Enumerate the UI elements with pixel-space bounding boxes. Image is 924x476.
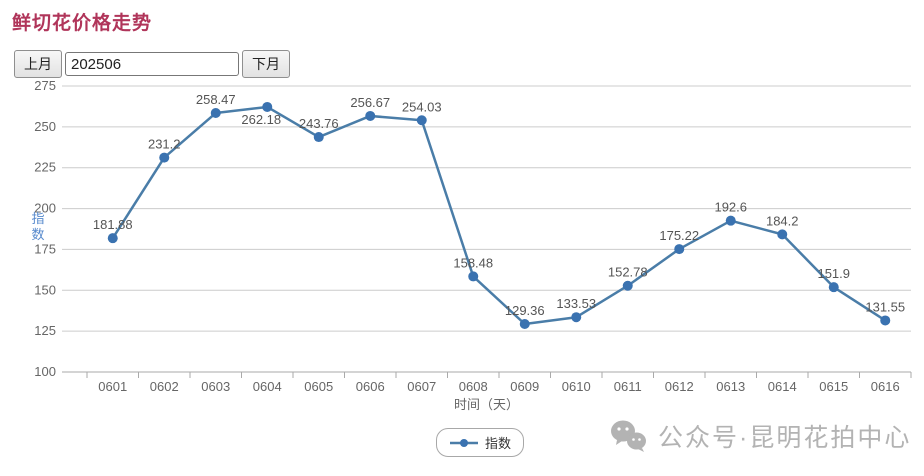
data-point-label: 133.53 bbox=[556, 296, 596, 311]
data-point-label: 254.03 bbox=[402, 99, 442, 114]
trend-line bbox=[111, 105, 886, 326]
y-tick-label: 100 bbox=[34, 364, 56, 379]
y-tick-label: 200 bbox=[34, 201, 56, 216]
data-point[interactable] bbox=[262, 101, 273, 112]
y-tick-label: 225 bbox=[34, 160, 56, 175]
y-tick-label: 250 bbox=[34, 119, 56, 134]
x-axis-label: 时间（天） bbox=[454, 397, 519, 412]
data-point-label: 184.2 bbox=[766, 213, 799, 228]
x-tick-label: 0602 bbox=[150, 379, 179, 394]
y-axis-label: 指 bbox=[31, 211, 44, 226]
data-point-label: 181.88 bbox=[93, 217, 133, 232]
data-point[interactable] bbox=[880, 315, 891, 326]
data-point-label: 192.6 bbox=[714, 200, 747, 215]
x-tick-label: 0614 bbox=[768, 379, 797, 394]
x-tick-label: 0606 bbox=[356, 379, 385, 394]
data-point[interactable] bbox=[571, 312, 582, 323]
x-tick-label: 0616 bbox=[871, 379, 900, 394]
watermark: 公众号·昆明花拍中心 bbox=[608, 418, 911, 454]
x-tick-label: 0609 bbox=[510, 379, 539, 394]
x-tick-label: 0615 bbox=[819, 379, 848, 394]
data-point[interactable] bbox=[159, 152, 170, 163]
y-tick-label: 275 bbox=[34, 80, 56, 93]
y-tick-label: 125 bbox=[34, 323, 56, 338]
price-trend-chart: 100 125 150 175 200 225 250 275 0601 0602 0603 0604… bbox=[0, 78, 924, 412]
x-tick-label: 0603 bbox=[201, 379, 230, 394]
data-point[interactable] bbox=[725, 215, 736, 226]
y-tick-label: 150 bbox=[34, 282, 56, 297]
y-tick-label: 175 bbox=[34, 241, 56, 256]
data-point[interactable] bbox=[622, 280, 633, 291]
x-tick-label: 0608 bbox=[459, 379, 488, 394]
prev-month-button[interactable]: 上月 bbox=[14, 50, 62, 78]
x-tick-label: 0612 bbox=[665, 379, 694, 394]
x-tick-label: 0613 bbox=[716, 379, 745, 394]
data-point[interactable] bbox=[313, 132, 324, 143]
data-point[interactable] bbox=[519, 319, 530, 330]
data-point[interactable] bbox=[674, 244, 685, 255]
data-point-label: 258.47 bbox=[196, 92, 236, 107]
data-point[interactable] bbox=[365, 110, 376, 121]
watermark-text: 公众号·昆明花拍中心 bbox=[658, 424, 912, 452]
data-point-label: 262.18 bbox=[241, 112, 281, 127]
x-tick-label: 0601 bbox=[98, 379, 127, 394]
legend-line-marker-icon bbox=[450, 438, 478, 447]
data-point-label: 256.67 bbox=[350, 95, 390, 110]
page-title: 鲜切花价格走势 bbox=[12, 13, 153, 34]
data-point[interactable] bbox=[777, 229, 788, 240]
x-tick-label: 0605 bbox=[304, 379, 333, 394]
y-axis-label: 数 bbox=[31, 227, 44, 242]
data-point-label: 131.55 bbox=[865, 299, 905, 314]
data-point-label: 231.2 bbox=[148, 137, 181, 152]
data-point-label: 243.76 bbox=[299, 116, 339, 131]
data-point[interactable] bbox=[468, 271, 479, 282]
x-tick-label: 0604 bbox=[253, 379, 282, 394]
month-input[interactable] bbox=[65, 52, 239, 76]
data-point-label: 151.9 bbox=[817, 266, 850, 281]
legend-label: 指数 bbox=[485, 436, 512, 451]
month-navigation: 上月 下月 bbox=[14, 50, 290, 78]
data-point-label: 129.36 bbox=[505, 303, 545, 318]
legend[interactable]: 指数 bbox=[436, 428, 525, 457]
data-point-label: 175.22 bbox=[659, 228, 699, 243]
x-tick-label: 0611 bbox=[614, 379, 642, 394]
wechat-icon bbox=[611, 420, 646, 452]
x-tick-label: 0607 bbox=[407, 379, 436, 394]
data-point[interactable] bbox=[416, 115, 427, 126]
data-point-label: 158.48 bbox=[453, 255, 493, 270]
x-tick-label: 0610 bbox=[562, 379, 591, 394]
next-month-button[interactable]: 下月 bbox=[242, 50, 290, 78]
data-point[interactable] bbox=[210, 108, 221, 119]
line-chart-canvas: 100 125 150 175 200 225 250 275 0601 0602 0603 0604… bbox=[31, 78, 912, 412]
data-point[interactable] bbox=[107, 233, 118, 244]
data-point-label: 152.78 bbox=[608, 265, 648, 280]
data-point[interactable] bbox=[828, 282, 839, 293]
